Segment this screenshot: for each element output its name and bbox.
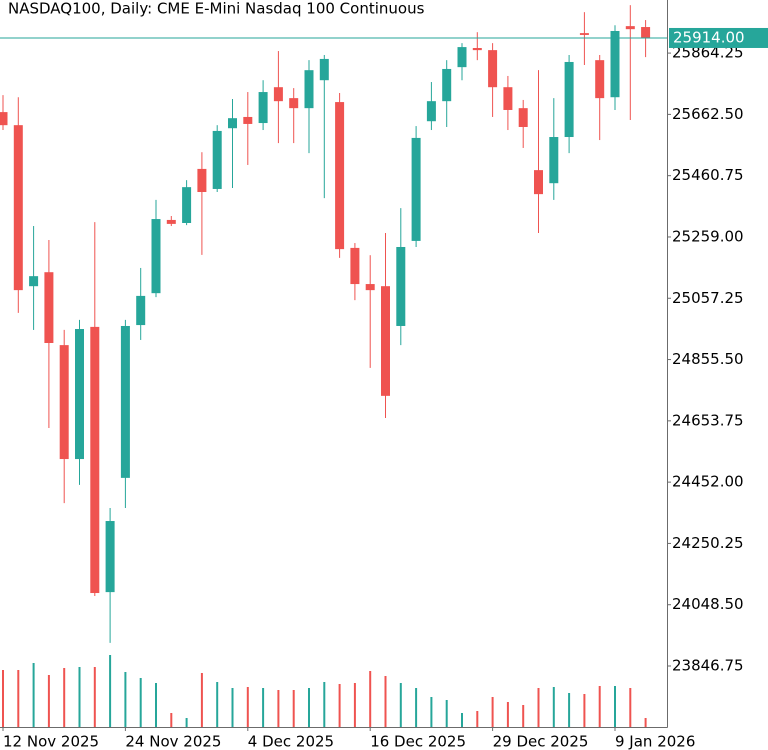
last-price-box bbox=[669, 27, 768, 48]
candle-body bbox=[29, 276, 39, 287]
candle-body bbox=[426, 101, 436, 122]
last-price-label: 25914.00 bbox=[673, 28, 745, 46]
candle-body bbox=[13, 125, 23, 291]
candle-body bbox=[90, 326, 100, 594]
y-tick-label: 25057.25 bbox=[672, 289, 744, 307]
candle-body bbox=[625, 26, 635, 30]
candle-body bbox=[488, 50, 498, 88]
y-tick-label: 25662.50 bbox=[672, 105, 744, 123]
candle-body bbox=[0, 112, 8, 126]
y-tick-label: 25864.25 bbox=[672, 44, 744, 62]
candle-body bbox=[197, 168, 207, 193]
x-tick-label: 16 Dec 2025 bbox=[370, 733, 466, 750]
candle-body bbox=[549, 137, 559, 184]
y-tick-label: 25259.00 bbox=[672, 227, 744, 245]
candle-body bbox=[472, 48, 482, 51]
x-tick-label: 4 Dec 2025 bbox=[248, 733, 334, 750]
y-tick-label: 25460.75 bbox=[672, 166, 744, 184]
y-tick-label: 24653.75 bbox=[672, 411, 744, 429]
candle-body bbox=[595, 60, 605, 99]
x-tick-label: 12 Nov 2025 bbox=[3, 733, 99, 750]
candle-body bbox=[166, 219, 176, 224]
candle-body bbox=[44, 272, 54, 343]
candle-body bbox=[182, 187, 192, 223]
candle-body bbox=[258, 92, 268, 124]
y-tick-label: 24250.25 bbox=[672, 534, 744, 552]
candle-body bbox=[304, 70, 314, 109]
candle-body bbox=[518, 108, 528, 127]
candle-body bbox=[75, 329, 84, 460]
candle-body bbox=[289, 98, 299, 109]
candle-body bbox=[396, 246, 406, 326]
candle-body bbox=[534, 170, 543, 195]
candle-body bbox=[579, 33, 589, 35]
candle-body bbox=[228, 118, 237, 129]
candle-body bbox=[105, 521, 115, 593]
candle-body bbox=[564, 61, 574, 138]
chart-title: NASDAQ100, Daily: CME E-Mini Nasdaq 100 … bbox=[8, 0, 425, 18]
candle-body bbox=[243, 116, 253, 124]
candle-body bbox=[365, 284, 375, 291]
candle-body bbox=[59, 345, 69, 460]
x-tick-label: 29 Dec 2025 bbox=[493, 733, 589, 750]
x-tick-label: 9 Jan 2026 bbox=[615, 733, 695, 750]
y-tick-label: 24855.50 bbox=[672, 350, 744, 368]
candle-body bbox=[212, 130, 222, 189]
candle-body bbox=[319, 58, 329, 81]
candle-body bbox=[151, 219, 161, 294]
candle-body bbox=[442, 68, 452, 102]
candle-body bbox=[136, 295, 146, 326]
candle-body bbox=[335, 102, 345, 250]
candle-body bbox=[120, 325, 130, 478]
candle-body bbox=[503, 87, 513, 110]
candle-body bbox=[411, 137, 421, 241]
candle-body bbox=[381, 286, 390, 396]
y-tick-label: 24452.00 bbox=[672, 473, 744, 491]
candle-body bbox=[641, 27, 651, 38]
x-tick-label: 24 Nov 2025 bbox=[125, 733, 221, 750]
candle-body bbox=[350, 247, 360, 285]
y-tick-label: 23846.75 bbox=[672, 657, 744, 675]
candle-body bbox=[610, 30, 620, 98]
candle-body bbox=[273, 87, 283, 102]
candle-body bbox=[457, 47, 467, 68]
y-tick-label: 24048.50 bbox=[672, 595, 744, 613]
